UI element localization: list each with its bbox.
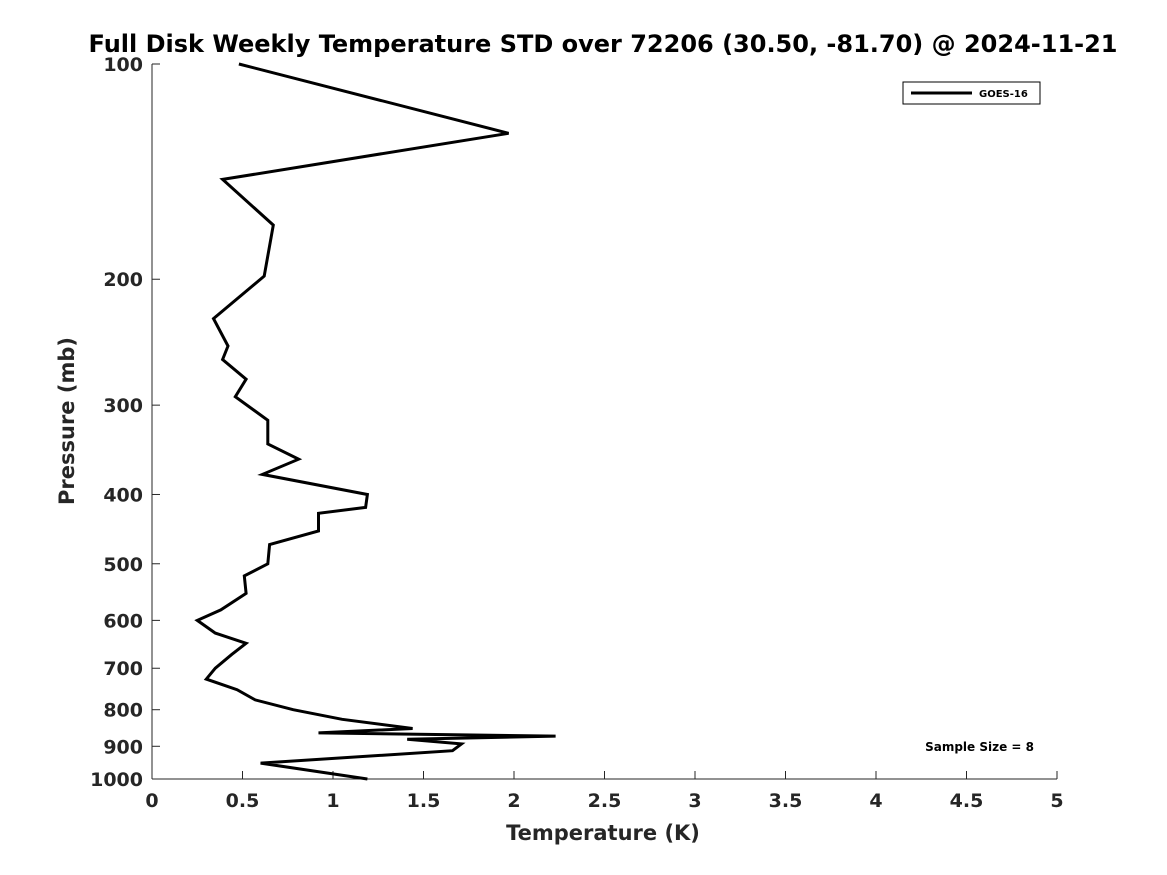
- y-axis: 100 200 300 400 500 600 700 800 900 1000: [90, 54, 160, 791]
- x-tick-label: 3: [688, 790, 701, 812]
- y-axis-label: Pressure (mb): [55, 337, 79, 505]
- y-tick-label: 100: [103, 54, 143, 76]
- x-tick-label: 4: [869, 790, 882, 812]
- y-tick-label: 500: [103, 554, 143, 576]
- y-tick-label: 1000: [90, 769, 143, 791]
- series-layer: [194, 62, 556, 781]
- x-tick-label: 0.5: [226, 790, 260, 812]
- y-tick-label: 900: [103, 736, 143, 758]
- series-line-0: [194, 62, 556, 781]
- chart-title: Full Disk Weekly Temperature STD over 72…: [89, 30, 1118, 58]
- x-tick-label: 0: [145, 790, 158, 812]
- x-tick-label: 1: [326, 790, 339, 812]
- legend-label: GOES-16: [979, 89, 1028, 100]
- x-tick-label: 5: [1050, 790, 1063, 812]
- x-axis: 0 0.5 1 1.5 2 2.5 3 3.5 4 4.5 5: [145, 771, 1064, 812]
- x-tick-label: 4.5: [950, 790, 984, 812]
- y-tick-label: 400: [103, 484, 143, 506]
- x-tick-label: 3.5: [769, 790, 803, 812]
- y-tick-label: 300: [103, 395, 143, 417]
- x-tick-label: 2: [507, 790, 520, 812]
- x-tick-label: 1.5: [407, 790, 441, 812]
- y-tick-label: 800: [103, 700, 143, 722]
- sample-size-annotation: Sample Size = 8: [925, 740, 1034, 754]
- plot-area: [151, 64, 1057, 780]
- y-tick-label: 200: [103, 269, 143, 291]
- y-tick-label: 700: [103, 658, 143, 680]
- x-tick-label: 2.5: [588, 790, 622, 812]
- y-tick-label: 600: [103, 610, 143, 632]
- legend: GOES-16: [902, 81, 1041, 105]
- x-axis-label: Temperature (K): [506, 821, 700, 845]
